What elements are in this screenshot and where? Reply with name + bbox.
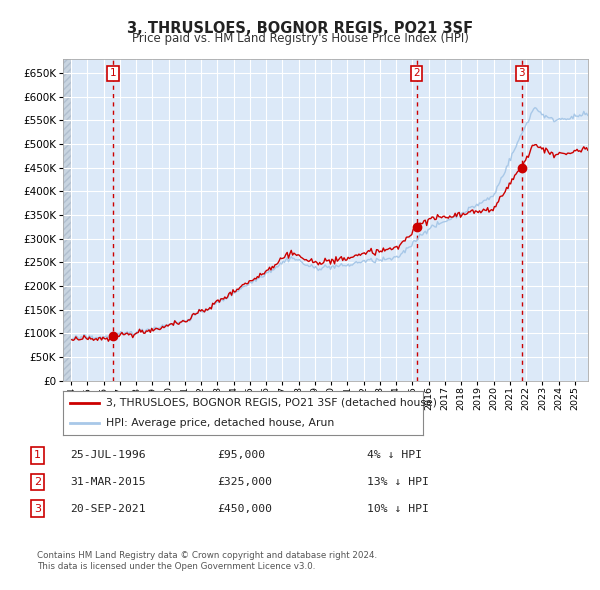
Text: 3, THRUSLOES, BOGNOR REGIS, PO21 3SF: 3, THRUSLOES, BOGNOR REGIS, PO21 3SF xyxy=(127,21,473,35)
Text: 3: 3 xyxy=(34,504,41,513)
Text: 13% ↓ HPI: 13% ↓ HPI xyxy=(367,477,429,487)
Text: 10% ↓ HPI: 10% ↓ HPI xyxy=(367,504,429,513)
Text: 25-JUL-1996: 25-JUL-1996 xyxy=(70,451,146,460)
Text: 2: 2 xyxy=(413,68,420,78)
Text: 4% ↓ HPI: 4% ↓ HPI xyxy=(367,451,422,460)
Text: Price paid vs. HM Land Registry's House Price Index (HPI): Price paid vs. HM Land Registry's House … xyxy=(131,32,469,45)
Text: 1: 1 xyxy=(109,68,116,78)
Text: This data is licensed under the Open Government Licence v3.0.: This data is licensed under the Open Gov… xyxy=(37,562,316,571)
Text: HPI: Average price, detached house, Arun: HPI: Average price, detached house, Arun xyxy=(106,418,334,428)
Text: 3, THRUSLOES, BOGNOR REGIS, PO21 3SF (detached house): 3, THRUSLOES, BOGNOR REGIS, PO21 3SF (de… xyxy=(106,398,437,408)
Text: £95,000: £95,000 xyxy=(217,451,265,460)
Bar xyxy=(63,59,71,381)
Text: 1: 1 xyxy=(34,451,41,460)
Text: 31-MAR-2015: 31-MAR-2015 xyxy=(70,477,146,487)
Text: £325,000: £325,000 xyxy=(217,477,272,487)
Text: 3: 3 xyxy=(518,68,525,78)
Text: 2: 2 xyxy=(34,477,41,487)
Text: £450,000: £450,000 xyxy=(217,504,272,513)
Text: Contains HM Land Registry data © Crown copyright and database right 2024.: Contains HM Land Registry data © Crown c… xyxy=(37,552,377,560)
Text: 20-SEP-2021: 20-SEP-2021 xyxy=(70,504,146,513)
